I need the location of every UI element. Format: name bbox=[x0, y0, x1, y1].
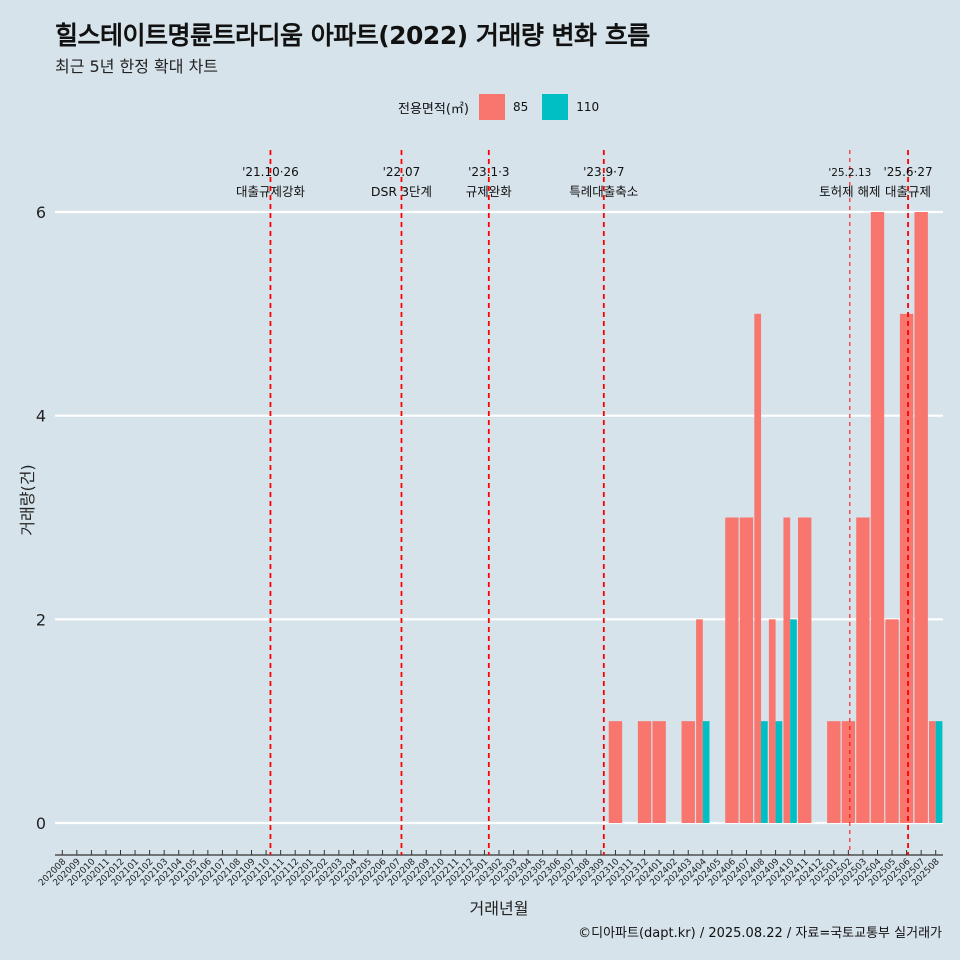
bar-85 bbox=[827, 721, 841, 823]
legend-swatch-110 bbox=[542, 94, 569, 120]
bar-110 bbox=[702, 721, 710, 823]
y-axis-title: 거래량(건) bbox=[18, 464, 37, 535]
bar-85 bbox=[681, 721, 695, 823]
legend-title: 전용면적(㎡) bbox=[398, 101, 469, 117]
legend-label-110: 110 bbox=[576, 100, 600, 114]
policy-date-label: '25.2.13 bbox=[828, 167, 871, 179]
bar-85 bbox=[696, 619, 703, 823]
x-axis-title: 거래년월 bbox=[470, 899, 529, 918]
bar-85 bbox=[768, 619, 776, 823]
legend-swatch-85 bbox=[478, 94, 505, 120]
bar-85 bbox=[899, 313, 914, 823]
y-tick-label: 6 bbox=[36, 203, 46, 222]
policy-date-label: '21.10·26 bbox=[242, 165, 299, 179]
chart-subtitle: 최근 5년 한정 확대 차트 bbox=[55, 57, 219, 76]
bar-85 bbox=[841, 721, 856, 823]
chart-title: 힐스테이트명륜트라디움 아파트(2022) 거래량 변화 흐름 bbox=[55, 21, 650, 50]
bar-85 bbox=[739, 517, 754, 823]
policy-date-label: '25.6·27 bbox=[884, 165, 933, 179]
policy-event-label: 대출규제 bbox=[885, 184, 931, 199]
bar-110 bbox=[761, 721, 768, 823]
bar-85 bbox=[783, 517, 791, 823]
bar-110 bbox=[775, 721, 783, 823]
policy-event-label: 토허제 해제 bbox=[819, 184, 880, 199]
legend: 전용면적(㎡) 85 110 bbox=[398, 94, 613, 120]
policy-event-label: 규제완화 bbox=[466, 184, 513, 199]
bar-85 bbox=[870, 212, 885, 823]
policy-date-label: '22.07 bbox=[383, 165, 421, 179]
bar-85 bbox=[637, 721, 652, 823]
bar-85 bbox=[798, 517, 812, 823]
y-tick-label: 0 bbox=[36, 814, 46, 833]
source-footer: ©디아파트(dapt.kr) / 2025.08.22 / 자료=국토교통부 실… bbox=[578, 926, 942, 941]
y-tick-label: 2 bbox=[36, 610, 46, 629]
legend-label-85: 85 bbox=[512, 100, 529, 114]
policy-date-label: '23.1·3 bbox=[468, 165, 509, 179]
policy-event-label: DSR 3단계 bbox=[371, 184, 432, 199]
y-tick-label: 4 bbox=[36, 407, 46, 426]
bar-85 bbox=[754, 313, 762, 823]
bar-85 bbox=[885, 619, 899, 823]
policy-event-label: 특례대출축소 bbox=[569, 184, 638, 199]
bar-85 bbox=[652, 721, 666, 823]
bar-85 bbox=[929, 721, 936, 823]
bar-110 bbox=[790, 619, 797, 823]
bar-85 bbox=[725, 517, 739, 823]
policy-event-label: 대출규제강화 bbox=[236, 184, 306, 199]
policy-date-label: '23.9·7 bbox=[583, 165, 624, 179]
bar-110 bbox=[935, 721, 943, 823]
bar-85 bbox=[608, 721, 623, 823]
bar-85 bbox=[856, 517, 870, 823]
bar-85 bbox=[914, 212, 928, 823]
